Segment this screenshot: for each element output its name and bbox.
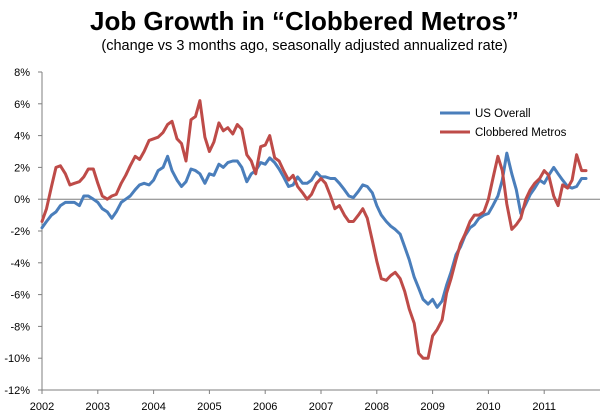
- x-tick-label: 2002: [30, 401, 54, 413]
- legend-label: Clobbered Metros: [475, 127, 567, 139]
- y-tick-label: 2%: [14, 162, 30, 174]
- y-tick-label: -2%: [10, 226, 30, 238]
- y-axis-ticks: 8% 6% 4% 2% 0% -2% -4% -6% -8% -10% -12%: [4, 67, 42, 397]
- x-tick-label: 2008: [365, 401, 389, 413]
- y-tick-label: -8%: [10, 321, 30, 333]
- x-tick-label: 2011: [532, 401, 556, 413]
- x-tick-label: 2003: [86, 401, 110, 413]
- y-tick-label: 8%: [14, 67, 30, 79]
- series-line-1: [40, 99, 588, 360]
- chart-subtitle: (change vs 3 months ago, seasonally adju…: [101, 38, 508, 54]
- y-tick-label: -6%: [10, 290, 30, 302]
- y-tick-label: -4%: [10, 258, 30, 270]
- x-tick-label: 2005: [197, 401, 221, 413]
- y-tick-label: 4%: [14, 131, 30, 143]
- y-tick-label: -10%: [4, 353, 30, 365]
- y-tick-label: 0%: [14, 194, 30, 206]
- y-tick-label: -12%: [4, 385, 30, 397]
- x-tick-label: 2009: [420, 401, 444, 413]
- y-tick-label: 6%: [14, 99, 30, 111]
- chart-title: Job Growth in “Clobbered Metros”: [89, 6, 519, 36]
- x-tick-label: 2006: [253, 401, 277, 413]
- x-tick-label: 2007: [309, 401, 333, 413]
- legend: US Overall Clobbered Metros: [440, 108, 567, 139]
- x-axis-ticks: 2002 2003 2004 2005 2006 2007 2008 2009 2010 2011: [30, 390, 556, 413]
- x-tick-label: 2004: [141, 401, 165, 413]
- legend-label: US Overall: [475, 108, 531, 120]
- series-line-0: [40, 151, 588, 309]
- series-layer: [40, 99, 588, 360]
- x-tick-label: 2010: [476, 401, 500, 413]
